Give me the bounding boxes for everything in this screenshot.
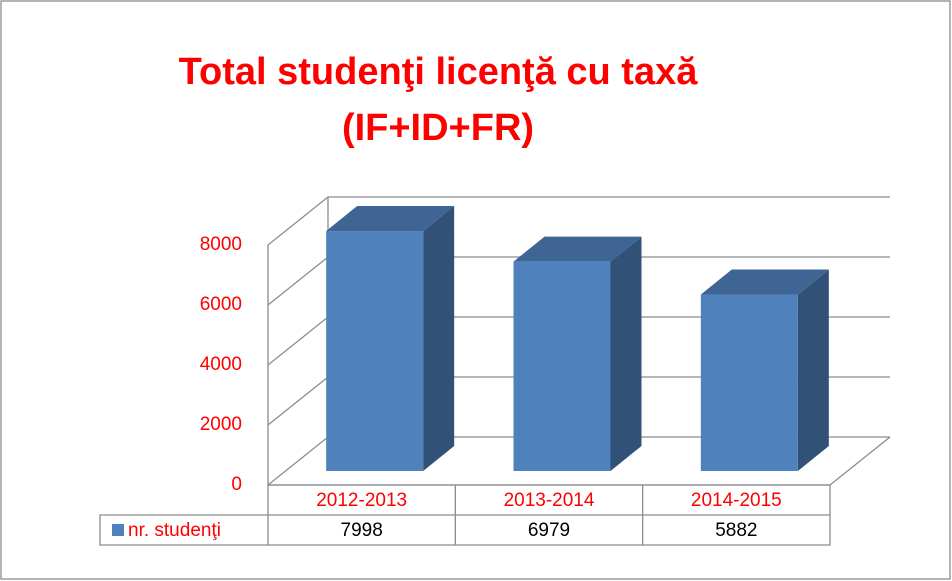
bar-side — [610, 236, 642, 471]
bar-side — [423, 206, 455, 471]
bar-top — [700, 269, 829, 295]
legend-label: nr. studenţi — [128, 520, 221, 541]
bar — [513, 261, 611, 471]
y-tick-label: 2000 — [200, 414, 242, 435]
y-tick-label: 4000 — [200, 354, 242, 375]
x-tick-label: 2013-2014 — [504, 490, 595, 511]
x-tick-label: 2012-2013 — [316, 490, 407, 511]
table-value: 6979 — [528, 520, 570, 541]
bar — [700, 294, 798, 471]
bar-top — [326, 206, 455, 232]
table-value: 7998 — [341, 520, 383, 541]
table-value: 5882 — [715, 520, 757, 541]
grid-line — [267, 196, 890, 246]
chart-title: Total studenţi licenţă cu taxă — [179, 51, 699, 93]
y-tick-label: 8000 — [200, 234, 242, 255]
chart-title: (IF+ID+FR) — [342, 107, 534, 149]
bar-side — [797, 269, 829, 471]
legend-swatch — [112, 524, 124, 536]
table-grid — [99, 484, 831, 546]
bar-top — [513, 236, 642, 262]
bar — [326, 231, 424, 471]
y-tick-label: 0 — [231, 474, 242, 495]
y-tick-label: 6000 — [200, 294, 242, 315]
x-tick-label: 2014-2015 — [691, 490, 782, 511]
